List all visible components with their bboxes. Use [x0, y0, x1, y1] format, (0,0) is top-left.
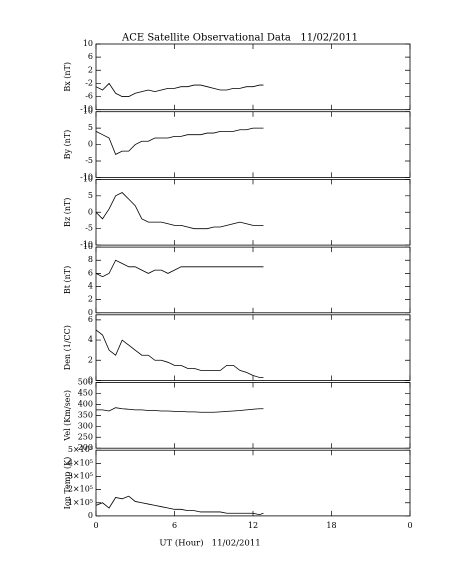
y-tick-label: 400 — [78, 399, 93, 408]
y-axis-label: Bz (nT) — [63, 198, 72, 227]
y-tick-label: 0 — [88, 376, 93, 385]
panel-frame — [95, 449, 411, 517]
data-line — [95, 259, 264, 278]
x-axis-label: UT (Hour) 11/02/2011 — [159, 538, 260, 549]
x-tick-label: 0 — [93, 521, 98, 530]
y-tick-label: -2 — [85, 78, 93, 87]
y-tick-label: 0 — [88, 140, 93, 149]
y-axis-label: By (nT) — [63, 130, 72, 160]
y-tick-label: -5 — [85, 156, 93, 165]
y-tick-label: 0 — [88, 511, 93, 520]
y-tick-label: 5×10⁵ — [68, 445, 93, 454]
y-tick-label: 4 — [88, 335, 93, 344]
y-tick-label: 3×10⁵ — [68, 471, 93, 480]
y-tick-label: 8 — [88, 255, 93, 264]
y-tick-label: 250 — [78, 432, 93, 441]
y-axis-label: Bt (nT) — [63, 266, 72, 294]
chart-title: ACE Satellite Observational Data 11/02/2… — [121, 33, 358, 44]
y-tick-label: 2 — [88, 295, 93, 304]
y-tick-label: 2×10⁵ — [68, 485, 93, 494]
y-axis-label: Bx (nT) — [63, 62, 72, 92]
data-line — [95, 495, 264, 516]
y-tick-label: 4 — [88, 282, 93, 291]
y-tick-label: 200 — [78, 443, 93, 452]
y-tick-label: 2 — [88, 65, 93, 74]
y-tick-label: 10 — [83, 174, 93, 183]
x-tick-label: 18 — [326, 521, 336, 530]
y-tick-label: 10 — [83, 39, 93, 48]
y-tick-label: -10 — [80, 172, 93, 181]
data-line — [95, 82, 264, 97]
y-axis-label: Ion Temp (K) — [63, 457, 72, 510]
panel-frame — [95, 178, 411, 246]
y-tick-label: 2 — [88, 355, 93, 364]
y-tick-label: 450 — [78, 388, 93, 397]
data-line — [95, 192, 264, 230]
x-tick-label: 6 — [172, 521, 177, 530]
panel-frame — [95, 111, 411, 178]
y-axis-label: Vel (Km/sec) — [63, 390, 72, 442]
y-tick-label: 0 — [88, 308, 93, 317]
y-tick-label: 350 — [78, 410, 93, 419]
data-line — [96, 407, 264, 413]
panel-frame — [95, 314, 411, 381]
y-tick-label: -10 — [80, 240, 93, 249]
y-tick-label: -5 — [85, 224, 93, 233]
y-tick-label: 6 — [88, 315, 93, 324]
x-tick-label: 0 — [407, 521, 412, 530]
data-line — [95, 329, 264, 378]
panel-frame — [95, 382, 411, 449]
y-tick-label: -10 — [80, 105, 93, 114]
y-tick-label: 500 — [78, 378, 93, 387]
data-line — [95, 127, 264, 155]
x-tick-label: 12 — [248, 521, 258, 530]
y-tick-label: 1×10⁵ — [68, 498, 93, 507]
y-axis-label: Den (1/CC) — [63, 325, 72, 370]
panel-frame — [95, 43, 411, 111]
y-tick-label: 6 — [88, 268, 93, 277]
y-tick-label: 0 — [88, 207, 93, 216]
panel-frame — [95, 246, 411, 314]
y-tick-label: 6 — [88, 52, 93, 61]
y-tick-label: 300 — [78, 421, 93, 430]
y-tick-label: 4×10⁵ — [68, 458, 93, 467]
y-tick-label: 10 — [83, 242, 93, 251]
y-tick-label: 10 — [83, 107, 93, 116]
y-tick-label: 5 — [88, 191, 93, 200]
y-tick-label: -6 — [85, 92, 93, 101]
y-tick-label: 5 — [88, 123, 93, 132]
